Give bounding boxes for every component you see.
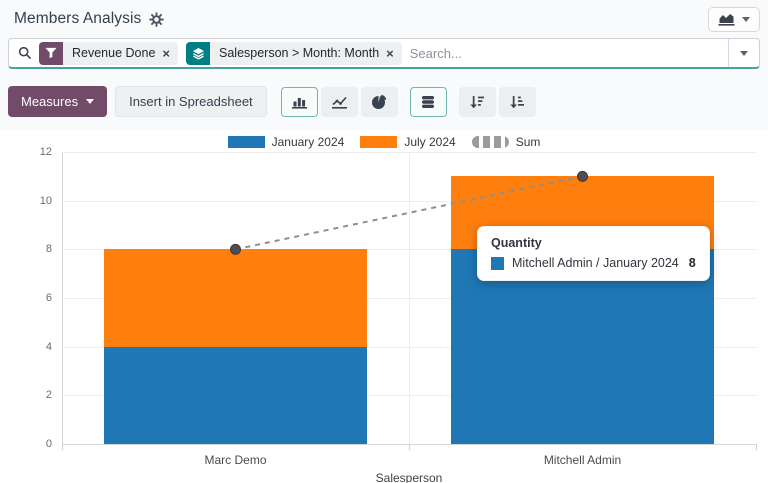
search-dropdown-toggle[interactable]: [728, 39, 759, 67]
line-chart-button[interactable]: [320, 86, 358, 117]
series-swatch: [491, 256, 504, 270]
gridline-x: [409, 152, 410, 444]
bar-segment[interactable]: [103, 249, 368, 347]
bar-chart-icon: [291, 94, 308, 110]
y-tick-label: 10: [39, 194, 52, 207]
y-tick-label: 2: [45, 389, 52, 402]
x-axis-tick: [62, 444, 63, 450]
facet-remove-icon[interactable]: ×: [162, 45, 170, 61]
x-axis-title: Salesperson: [375, 471, 443, 483]
insert-in-spreadsheet-button[interactable]: Insert in Spreadsheet: [115, 86, 267, 117]
facet-groupby: Salesperson > Month: Month ×: [186, 41, 402, 65]
legend-label: July 2024: [404, 135, 456, 149]
y-tick-label: 8: [45, 243, 52, 256]
toolbar: Measures Insert in Spreadsheet: [8, 86, 760, 117]
spacer: [450, 87, 456, 117]
page-title: Members Analysis: [14, 10, 142, 27]
legend-item[interactable]: January 2024: [227, 135, 345, 149]
layers-icon: [186, 41, 210, 65]
bar-segment[interactable]: [103, 346, 368, 444]
search-bar[interactable]: Revenue Done × Salesperson > Month: Mont…: [8, 38, 760, 69]
legend-label: Sum: [515, 135, 541, 149]
facet-remove-icon[interactable]: ×: [386, 45, 394, 61]
tooltip-label: Mitchell Admin / January 2024: [512, 256, 679, 270]
measures-label: Measures: [21, 94, 79, 109]
pie-chart-button[interactable]: [360, 86, 398, 117]
gear-icon[interactable]: [149, 11, 165, 27]
sort-desc-icon: [469, 94, 485, 110]
filter-icon: [39, 41, 63, 65]
legend-item[interactable]: Sum: [471, 135, 541, 149]
bar-chart-button[interactable]: [280, 86, 318, 117]
tooltip-title: Quantity: [491, 236, 542, 250]
chart-type-group: [280, 86, 536, 117]
y-tick-label: 6: [45, 292, 52, 304]
chart-region: January 2024 July 2024 Sum Quantity Mitche…: [0, 130, 768, 483]
x-category-label: Marc Demo: [204, 453, 267, 467]
chevron-down-icon: [86, 99, 95, 108]
area-chart-icon: [718, 13, 735, 26]
y-tick-label: 4: [45, 340, 52, 353]
line-chart-icon: [331, 94, 348, 110]
y-axis-line: [62, 152, 63, 444]
facet-filter: Revenue Done ×: [39, 41, 178, 65]
spacer: [401, 87, 407, 117]
tooltip-value: 8: [688, 256, 696, 270]
pie-chart-icon: [371, 94, 387, 110]
x-axis-tick: [409, 444, 410, 450]
sort-desc-button[interactable]: [458, 86, 496, 117]
stacked-button[interactable]: [409, 86, 447, 117]
stacked-icon: [420, 94, 436, 110]
sort-asc-button[interactable]: [498, 86, 536, 117]
view-switcher-button[interactable]: [708, 6, 760, 32]
search-row: Revenue Done × Salesperson > Month: Mont…: [8, 38, 760, 69]
measures-button[interactable]: Measures: [8, 86, 108, 117]
search-icon: [18, 46, 32, 60]
sort-asc-icon: [509, 94, 525, 110]
x-category-label: Mitchell Admin: [543, 453, 622, 467]
facet-label: Revenue Done: [72, 46, 156, 60]
chart-tooltip: Quantity Mitchell Admin / January 2024 8: [477, 226, 710, 281]
chevron-down-icon: [740, 50, 748, 60]
chart-legend: January 2024 July 2024 Sum: [0, 135, 768, 149]
legend-swatch: [360, 136, 398, 148]
tooltip-row: Mitchell Admin / January 2024 8: [491, 256, 696, 270]
legend-swatch: [227, 136, 265, 148]
control-panel: Members Analysis: [0, 0, 768, 130]
y-tick-label: 12: [39, 146, 52, 158]
legend-label: January 2024: [271, 135, 345, 149]
header-bar: Members Analysis: [0, 0, 768, 32]
legend-item[interactable]: July 2024: [360, 135, 456, 149]
chevron-down-icon: [742, 16, 750, 26]
bar-segment[interactable]: [450, 249, 715, 444]
y-tick-label: 0: [45, 438, 52, 450]
legend-swatch: [471, 136, 509, 148]
search-input[interactable]: [409, 45, 728, 61]
facet-label: Salesperson > Month: Month: [219, 46, 380, 60]
x-axis-tick: [756, 444, 757, 450]
